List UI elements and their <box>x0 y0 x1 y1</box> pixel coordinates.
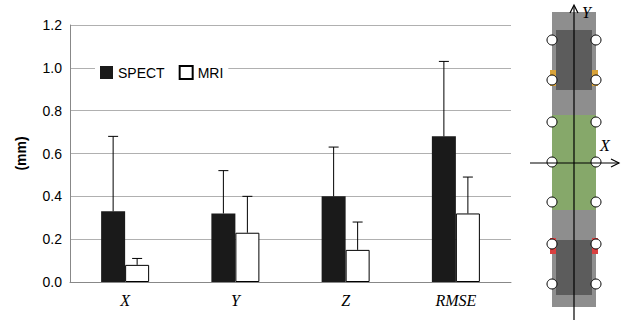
svg-text:(mm): (mm) <box>13 136 29 170</box>
svg-text:Y: Y <box>582 4 593 21</box>
svg-text:MRI: MRI <box>198 65 224 81</box>
svg-text:0.6: 0.6 <box>43 146 63 162</box>
svg-text:X: X <box>119 292 131 309</box>
svg-text:X: X <box>599 137 611 154</box>
svg-text:RMSE: RMSE <box>434 292 476 309</box>
svg-text:1.0: 1.0 <box>43 60 63 76</box>
svg-text:SPECT: SPECT <box>118 65 165 81</box>
svg-text:0.8: 0.8 <box>43 103 63 119</box>
svg-text:Y: Y <box>231 292 242 309</box>
svg-text:0.4: 0.4 <box>43 188 63 204</box>
svg-text:0.2: 0.2 <box>43 231 63 247</box>
svg-text:Z: Z <box>341 292 351 309</box>
svg-text:0.0: 0.0 <box>43 274 63 290</box>
svg-text:1.2: 1.2 <box>43 17 63 33</box>
